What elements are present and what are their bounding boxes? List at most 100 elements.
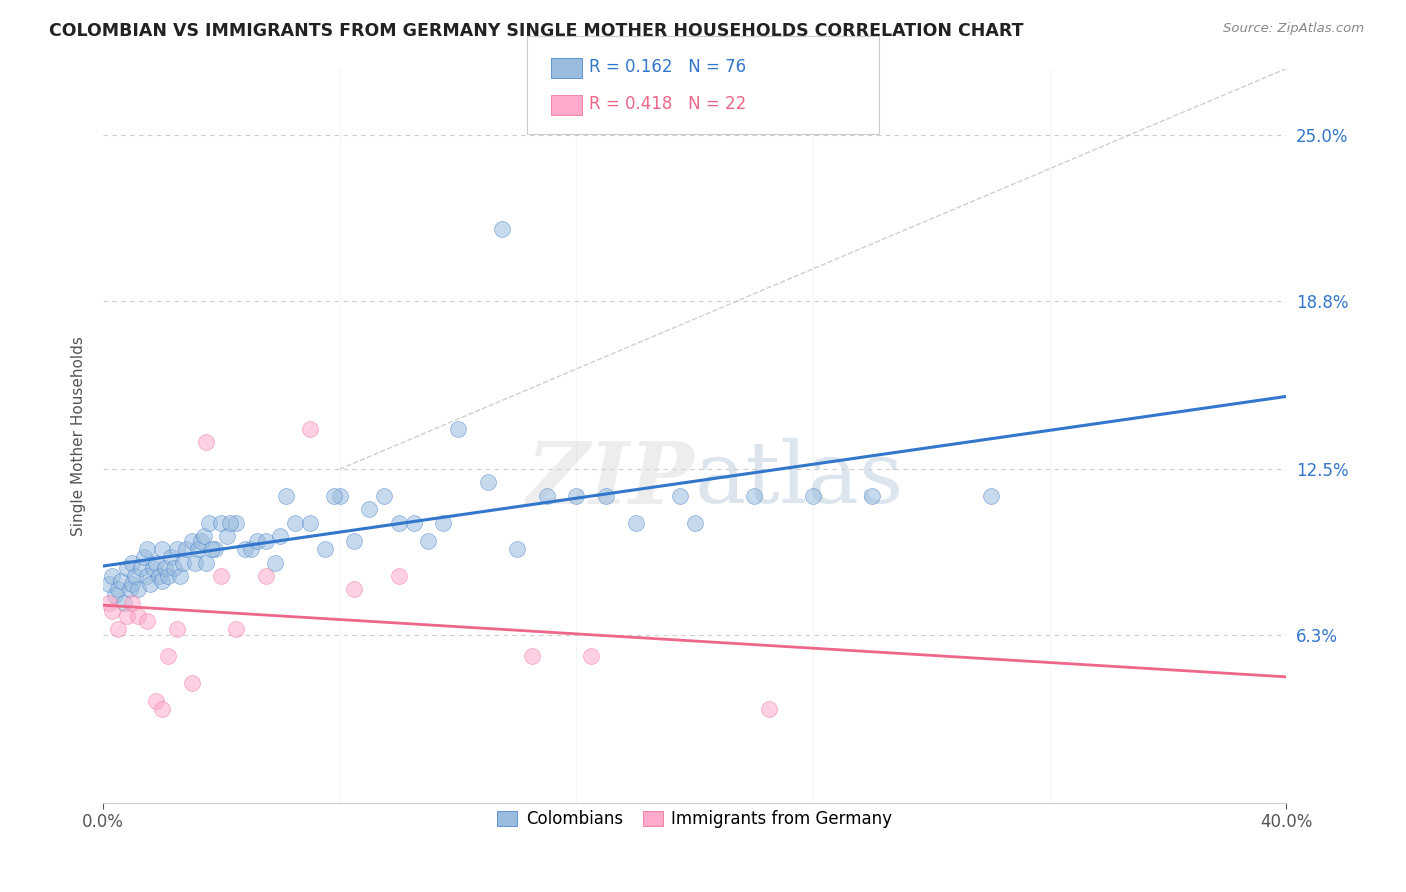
Point [139, 577, 162, 591]
Point [579, 649, 602, 664]
Point [174, 542, 197, 557]
Point [477, 475, 499, 490]
Point [160, 550, 183, 565]
Text: COLOMBIAN VS IMMIGRANTS FROM GERMANY SINGLE MOTHER HOUSEHOLDS CORRELATION CHART: COLOMBIAN VS IMMIGRANTS FROM GERMANY SIN… [49, 22, 1024, 40]
Point [204, 542, 226, 557]
Point [225, 623, 247, 637]
Point [343, 534, 366, 549]
Point [388, 516, 411, 530]
Point [624, 516, 647, 530]
Point [269, 529, 291, 543]
Point [432, 516, 454, 530]
Point [506, 542, 529, 557]
Point [860, 489, 883, 503]
Point [565, 489, 588, 503]
Point [239, 542, 262, 557]
Point [373, 489, 395, 503]
Point [359, 502, 381, 516]
Point [145, 556, 167, 570]
Point [758, 702, 780, 716]
Point [388, 569, 411, 583]
Point [166, 623, 188, 637]
Point [156, 569, 179, 583]
Point [183, 556, 205, 570]
Point [276, 489, 298, 503]
Point [134, 550, 156, 565]
Point [980, 489, 1002, 503]
Point [107, 623, 129, 637]
Point [153, 561, 176, 575]
Point [418, 534, 440, 549]
Legend: Colombians, Immigrants from Germany: Colombians, Immigrants from Germany [491, 804, 898, 835]
Point [520, 649, 543, 664]
Point [180, 534, 202, 549]
Point [683, 516, 706, 530]
Point [402, 516, 425, 530]
Point [447, 422, 470, 436]
Point [127, 582, 149, 597]
Point [180, 675, 202, 690]
Point [107, 582, 129, 597]
Point [190, 534, 212, 549]
Text: R = 0.162   N = 76: R = 0.162 N = 76 [589, 58, 747, 76]
Point [263, 556, 285, 570]
Text: atlas: atlas [695, 438, 904, 522]
Point [299, 516, 322, 530]
Point [124, 569, 146, 583]
Point [121, 596, 143, 610]
Point [209, 569, 232, 583]
Point [198, 516, 221, 530]
Point [166, 542, 188, 557]
Text: Source: ZipAtlas.com: Source: ZipAtlas.com [1223, 22, 1364, 36]
Y-axis label: Single Mother Households: Single Mother Households [72, 335, 86, 536]
Point [193, 529, 215, 543]
Point [115, 561, 138, 575]
Text: R = 0.418   N = 22: R = 0.418 N = 22 [589, 95, 747, 113]
Point [343, 582, 366, 597]
Point [112, 596, 135, 610]
Point [491, 221, 513, 235]
Point [801, 489, 824, 503]
Point [136, 569, 159, 583]
Point [110, 574, 132, 589]
Point [299, 422, 322, 436]
Point [284, 516, 307, 530]
Point [254, 534, 277, 549]
Point [233, 542, 256, 557]
Point [254, 569, 277, 583]
Point [195, 435, 218, 450]
Point [127, 609, 149, 624]
Point [150, 542, 173, 557]
Point [136, 542, 159, 557]
Point [97, 577, 120, 591]
Point [150, 702, 173, 716]
Point [118, 582, 141, 597]
Point [536, 489, 558, 503]
Point [329, 489, 352, 503]
Point [163, 561, 186, 575]
Text: ZIP: ZIP [527, 438, 695, 522]
Point [225, 516, 247, 530]
Point [219, 516, 242, 530]
Point [104, 588, 127, 602]
Point [669, 489, 692, 503]
Point [209, 516, 232, 530]
Point [246, 534, 269, 549]
Point [121, 577, 143, 591]
Point [742, 489, 765, 503]
Point [169, 569, 191, 583]
Point [97, 596, 120, 610]
Point [150, 574, 173, 589]
Point [187, 542, 209, 557]
Point [217, 529, 239, 543]
Point [101, 604, 124, 618]
Point [115, 609, 138, 624]
Point [195, 556, 218, 570]
Point [136, 615, 159, 629]
Point [142, 561, 165, 575]
Point [145, 694, 167, 708]
Point [148, 569, 170, 583]
Point [121, 556, 143, 570]
Point [172, 556, 194, 570]
Point [101, 569, 124, 583]
